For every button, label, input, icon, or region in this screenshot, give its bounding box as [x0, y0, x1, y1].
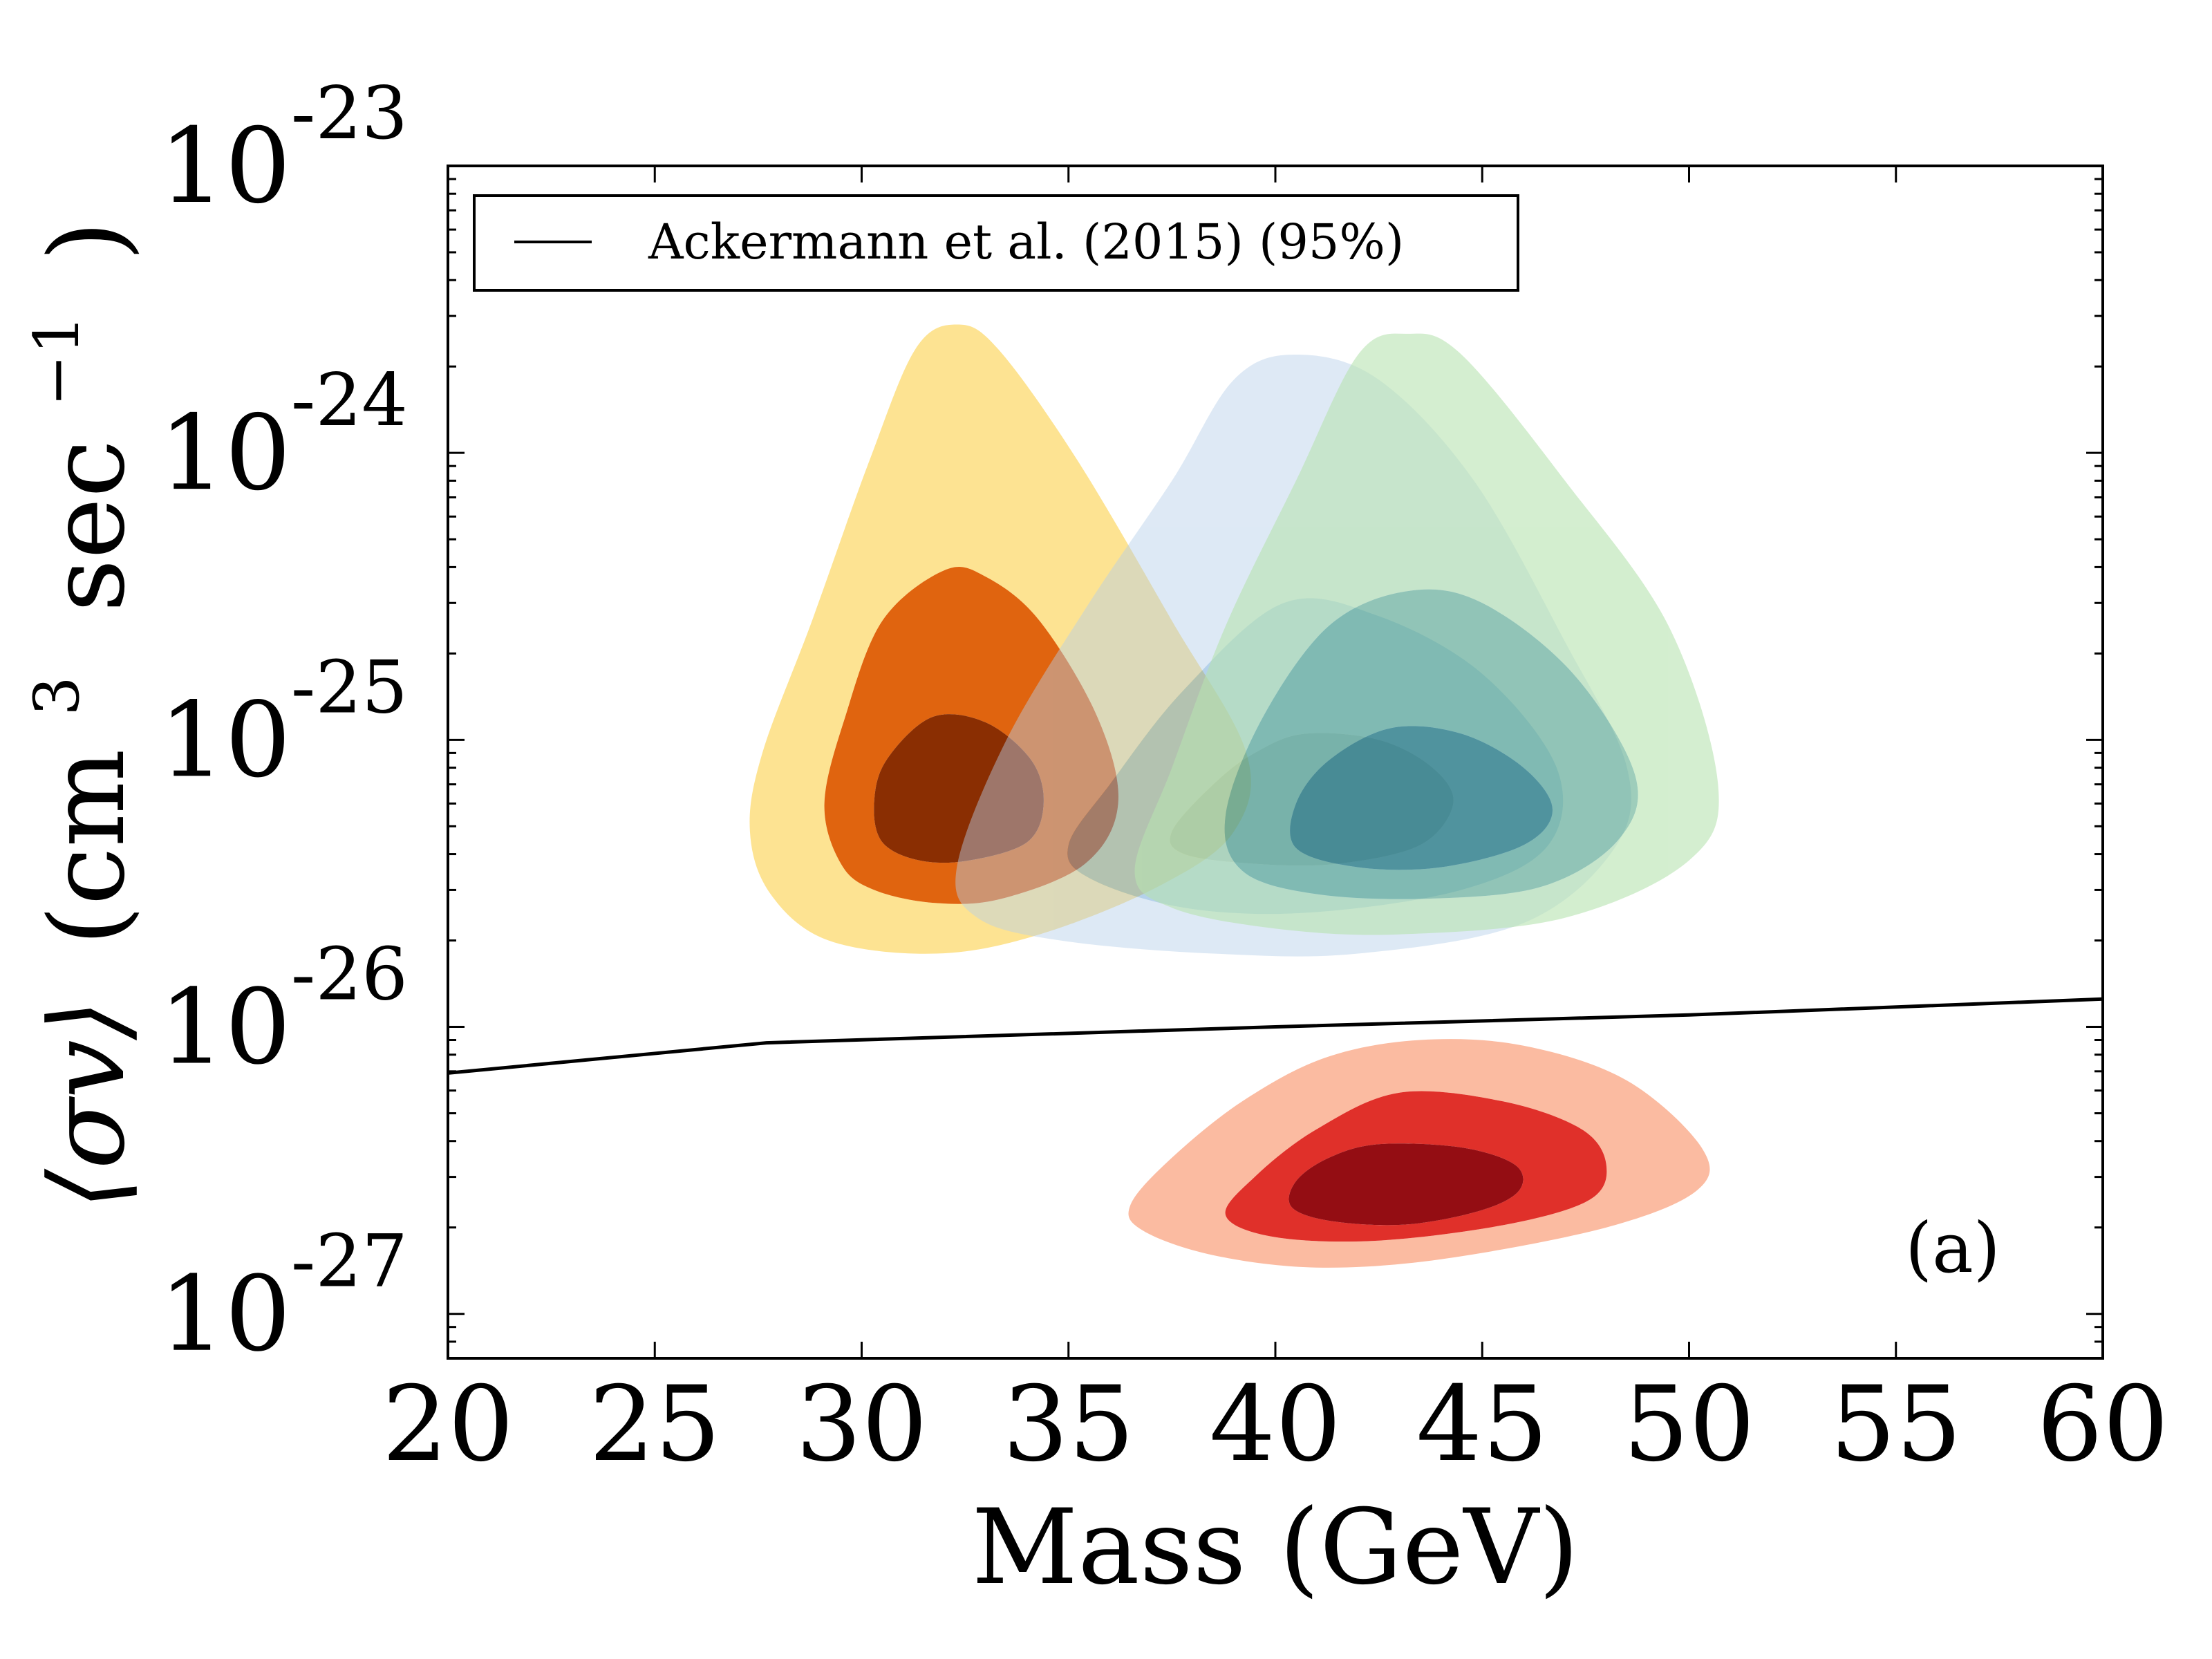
contour-set-4 — [1128, 1039, 1710, 1268]
contour-region-4-3 — [1288, 1143, 1524, 1226]
y-axis-label-math: ⟨σv⟩ — [28, 1000, 148, 1210]
y-tick-label: 10-24 — [159, 358, 408, 514]
x-tick-label: 55 — [1830, 1365, 1962, 1485]
contour-set-1 — [749, 324, 1251, 954]
contour-region-3-3 — [1290, 726, 1553, 870]
y-tick-label: 10-26 — [159, 932, 408, 1088]
contour-set-3 — [1134, 333, 1719, 935]
contour-region-1-2 — [824, 566, 1119, 904]
x-tick-label: 60 — [2037, 1365, 2169, 1485]
x-tick-label: 35 — [1002, 1365, 1134, 1485]
legend: Ackermann et al. (2015) (95%) — [473, 194, 1519, 292]
y-axis-label-open: (cm — [28, 749, 148, 946]
x-tick-label: 45 — [1416, 1365, 1548, 1485]
x-tick-label: 30 — [796, 1365, 928, 1485]
plot-frame — [447, 165, 2104, 1360]
limit-line-layer — [447, 997, 2103, 1075]
y-axis-label-close: ) — [28, 221, 148, 261]
contour-region-4-1 — [1128, 1039, 1710, 1268]
y-axis-label-sup2: −1 — [21, 315, 93, 407]
y-axis-label-sup: 3 — [21, 676, 93, 715]
legend-box — [473, 194, 1519, 292]
contour-layer — [749, 324, 1719, 1268]
legend-label: Ackermann et al. (2015) (95%) — [648, 214, 1404, 270]
x-tick-label: 20 — [382, 1365, 514, 1485]
panel-label: (a) — [1905, 1208, 2000, 1288]
x-tick-label: 25 — [589, 1365, 721, 1485]
contour-region-4-2 — [1225, 1091, 1607, 1242]
x-tick-layer: 20 25 30 35 40 45 50 55 60 — [382, 166, 2169, 1485]
x-axis-label: Mass (GeV) — [972, 1488, 1580, 1608]
y-tick-label: 10-27 — [159, 1219, 408, 1375]
x-tick-label: 50 — [1623, 1365, 1755, 1485]
y-axis-label-mid: sec — [28, 440, 148, 612]
y-tick-layer: 10-23 10-24 10-25 10-26 10-27 — [159, 71, 2103, 1375]
y-tick-label: 10-25 — [159, 645, 408, 800]
limit-line — [447, 997, 2103, 1075]
contour-region-1-1 — [749, 324, 1251, 954]
y-axis-label: ⟨σv⟩ (cm 3 sec −1 ) — [0, 221, 148, 1210]
x-tick-label: 40 — [1210, 1365, 1342, 1485]
contour-region-3-2 — [1224, 589, 1638, 899]
contour-region-1-3 — [874, 714, 1044, 863]
y-tick-label: 10-23 — [159, 71, 408, 227]
contour-region-3-1 — [1134, 333, 1719, 935]
